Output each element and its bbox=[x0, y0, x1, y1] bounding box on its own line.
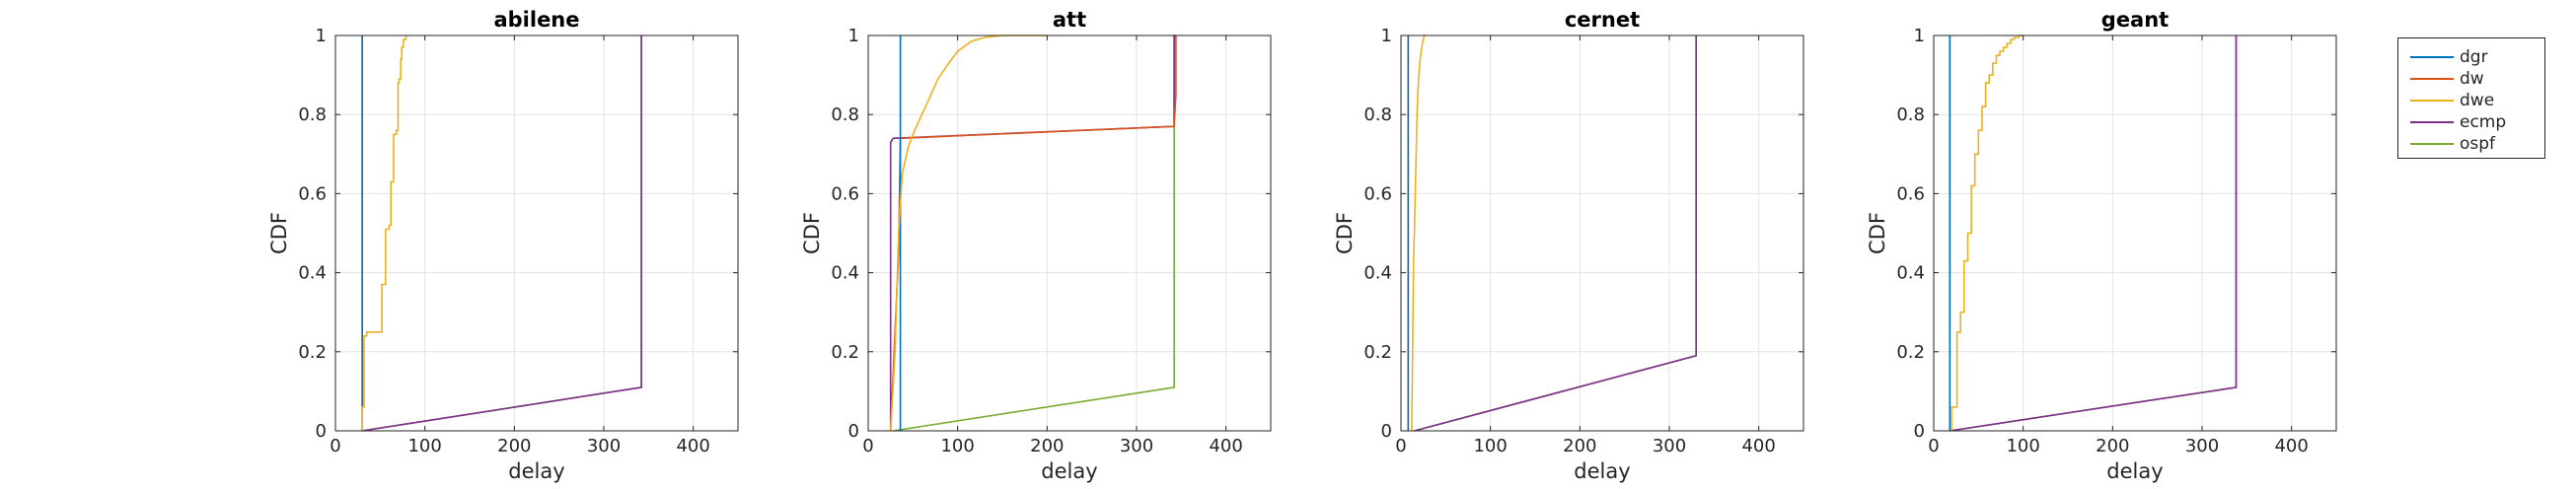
y-tick-label: 0.6 bbox=[1363, 183, 1392, 204]
legend-item-ecmp: ecmp bbox=[2398, 111, 2544, 133]
x-tick-label: 100 bbox=[407, 436, 441, 456]
x-tick-label: 400 bbox=[1209, 436, 1242, 456]
legend-swatch-ospf bbox=[2410, 143, 2454, 145]
x-tick-label: 300 bbox=[1653, 436, 1686, 456]
x-tick-label: 0 bbox=[862, 436, 873, 456]
x-tick-label: 0 bbox=[1395, 436, 1406, 456]
y-tick-label: 0.8 bbox=[831, 105, 859, 125]
legend: dgr dw dwe ecmp ospf bbox=[2397, 37, 2545, 159]
chart-title: cernet bbox=[1565, 8, 1640, 32]
series-line-ospf bbox=[893, 35, 1175, 432]
legend-label-ospf: ospf bbox=[2460, 134, 2496, 154]
plot-area bbox=[335, 35, 738, 431]
chart-title: geant bbox=[2101, 8, 2169, 32]
x-tick-label: 200 bbox=[2096, 436, 2129, 456]
x-tick-label: 100 bbox=[1473, 436, 1507, 456]
legend-item-ospf: ospf bbox=[2398, 133, 2544, 155]
x-tick-label: 0 bbox=[330, 436, 340, 456]
series-line-ecmp bbox=[1950, 35, 2238, 432]
x-tick-label: 200 bbox=[1030, 436, 1064, 456]
y-tick-label: 1 bbox=[1381, 26, 1392, 46]
panel-cernet: 0 100 200 300 400 0 0.2 0.4 0.6 0.8 1 cernet delay CD… bbox=[1333, 8, 1804, 483]
x-axis-label: delay bbox=[2106, 459, 2163, 483]
y-axis-label: CDF bbox=[800, 212, 824, 254]
panel-att: 0 100 200 300 400 0 0.2 0.4 0.6 0.8 1 att delay CDF bbox=[800, 8, 1272, 483]
axes-box bbox=[334, 35, 739, 432]
y-tick-label: 0.6 bbox=[1896, 183, 1925, 204]
plot-area bbox=[868, 35, 1271, 431]
series-line-dwe bbox=[1950, 35, 2024, 431]
x-tick-label: 300 bbox=[2185, 436, 2219, 456]
y-tick-label: 0.2 bbox=[831, 342, 859, 363]
panel-abilene: 0 100 200 300 400 0 0.2 0.4 0.6 0.8 1 abilene delay C… bbox=[267, 8, 739, 483]
y-tick-label: 1 bbox=[316, 26, 327, 46]
legend-label-dw: dw bbox=[2460, 69, 2484, 89]
legend-swatch-dw bbox=[2410, 78, 2454, 80]
y-tick-label: 0 bbox=[316, 421, 327, 442]
series-line-dwe bbox=[1411, 35, 1427, 432]
x-tick-label: 200 bbox=[497, 436, 531, 456]
y-axis-label: CDF bbox=[1866, 212, 1889, 254]
x-tick-label: 400 bbox=[2274, 436, 2308, 456]
x-tick-label: 300 bbox=[587, 436, 621, 456]
series-line-ecmp bbox=[1414, 35, 1697, 432]
y-tick-label: 1 bbox=[1914, 26, 1925, 46]
y-tick-label: 0.4 bbox=[831, 263, 859, 284]
x-axis-label: delay bbox=[508, 459, 564, 483]
y-tick-label: 0.8 bbox=[1896, 105, 1925, 125]
legend-label-dwe: dwe bbox=[2460, 91, 2495, 110]
x-tick-label: 400 bbox=[1741, 436, 1775, 456]
legend-item-dw: dw bbox=[2398, 68, 2544, 90]
x-tick-label: 200 bbox=[1563, 436, 1596, 456]
y-axis-label: CDF bbox=[1333, 212, 1357, 254]
y-tick-label: 0 bbox=[848, 421, 859, 442]
legend-swatch-dwe bbox=[2410, 100, 2454, 102]
x-tick-label: 100 bbox=[940, 436, 974, 456]
legend-item-dgr: dgr bbox=[2398, 46, 2544, 68]
y-tick-label: 0.8 bbox=[1363, 105, 1392, 125]
x-tick-label: 100 bbox=[2006, 436, 2039, 456]
x-tick-label: 400 bbox=[676, 436, 709, 456]
y-tick-label: 0.4 bbox=[1896, 263, 1925, 284]
x-tick-label: 0 bbox=[1928, 436, 1939, 456]
y-tick-label: 0.2 bbox=[1896, 342, 1925, 363]
x-tick-label: 300 bbox=[1120, 436, 1153, 456]
legend-label-ecmp: ecmp bbox=[2460, 112, 2507, 132]
y-tick-label: 0 bbox=[1914, 421, 1925, 442]
series-line-ecmp bbox=[362, 35, 642, 432]
y-tick-label: 0.2 bbox=[1363, 342, 1392, 363]
axes-box bbox=[1933, 35, 2337, 432]
y-tick-label: 0.6 bbox=[298, 183, 327, 204]
y-tick-label: 0 bbox=[1381, 421, 1392, 442]
chart-title: abilene bbox=[493, 8, 579, 32]
y-tick-label: 0.4 bbox=[298, 263, 327, 284]
legend-swatch-dgr bbox=[2410, 56, 2454, 58]
y-tick-label: 0.2 bbox=[298, 342, 327, 363]
plot-area bbox=[1934, 35, 2336, 431]
legend-swatch-ecmp bbox=[2410, 121, 2454, 123]
series-line-dwe bbox=[361, 35, 407, 431]
axes-box bbox=[867, 35, 1272, 432]
y-axis-label: CDF bbox=[267, 212, 291, 254]
legend-label-dgr: dgr bbox=[2460, 47, 2488, 67]
series-line-dwe bbox=[889, 35, 1048, 432]
x-axis-label: delay bbox=[1041, 459, 1097, 483]
plot-area bbox=[1401, 35, 1803, 431]
legend-item-dwe: dwe bbox=[2398, 90, 2544, 111]
panel-geant: 0 100 200 300 400 0 0.2 0.4 0.6 0.8 1 geant delay CDF bbox=[1866, 8, 2337, 483]
y-tick-label: 1 bbox=[848, 26, 859, 46]
y-tick-label: 0.6 bbox=[831, 183, 859, 204]
y-tick-label: 0.8 bbox=[298, 105, 327, 125]
chart-title: att bbox=[1053, 8, 1086, 32]
y-tick-label: 0.4 bbox=[1363, 263, 1392, 284]
x-axis-label: delay bbox=[1574, 459, 1630, 483]
axes-box bbox=[1400, 35, 1804, 432]
